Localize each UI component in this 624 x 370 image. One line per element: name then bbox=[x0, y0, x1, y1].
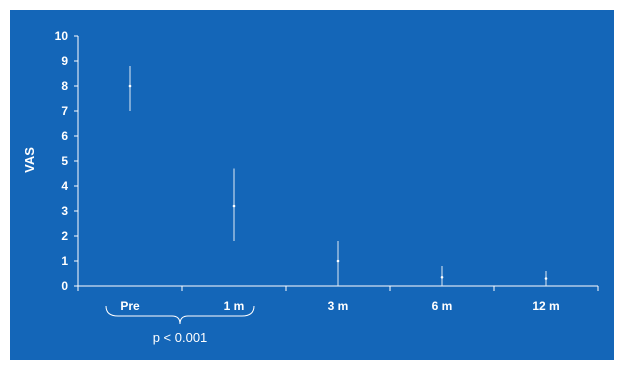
y-tick-label: 10 bbox=[55, 29, 69, 43]
y-tick-label: 7 bbox=[61, 104, 68, 118]
y-tick-label: 9 bbox=[61, 54, 68, 68]
p-value-annotation: p < 0.001 bbox=[153, 330, 208, 345]
y-tick-label: 6 bbox=[61, 129, 68, 143]
y-tick-label: 4 bbox=[61, 179, 68, 193]
mean-point bbox=[544, 277, 548, 280]
y-tick-label: 3 bbox=[61, 204, 68, 218]
y-tick-label: 8 bbox=[61, 79, 68, 93]
y-tick-label: 5 bbox=[61, 154, 68, 168]
x-tick-label: 3 m bbox=[328, 299, 349, 313]
x-tick-label: Pre bbox=[120, 299, 140, 313]
x-tick-label: 6 m bbox=[432, 299, 453, 313]
significance-brace bbox=[105, 305, 255, 325]
mean-point bbox=[128, 84, 132, 88]
vas-chart: 0 1 2 3 4 5 6 7 8 9 10 Pre 1 m 3 m 6 m 12 m VAS p < 0.0… bbox=[22, 29, 599, 345]
y-axis-title: VAS bbox=[22, 147, 37, 173]
mean-point bbox=[440, 275, 444, 279]
data-marks bbox=[128, 66, 548, 286]
x-tick-label: 12 m bbox=[532, 299, 559, 313]
y-tick-label: 1 bbox=[61, 254, 68, 268]
chart-panel: 0 1 2 3 4 5 6 7 8 9 10 Pre 1 m 3 m 6 m 12 m VAS p < 0.0… bbox=[10, 10, 614, 360]
axes: 0 1 2 3 4 5 6 7 8 9 10 Pre 1 m 3 m 6 m 12 m bbox=[55, 29, 599, 313]
mean-point bbox=[232, 204, 236, 208]
y-tick-label: 0 bbox=[61, 279, 68, 293]
x-tick-label: 1 m bbox=[224, 299, 245, 313]
mean-point bbox=[336, 259, 340, 263]
y-tick-label: 2 bbox=[61, 229, 68, 243]
